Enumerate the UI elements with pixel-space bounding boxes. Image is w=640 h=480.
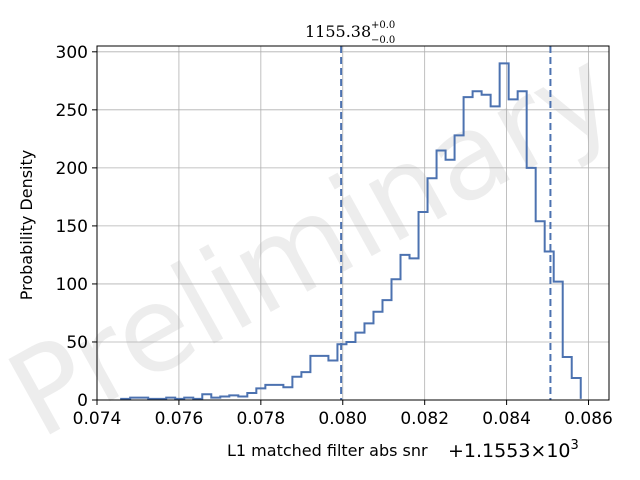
- axes-frame: [96, 45, 610, 401]
- x-tick-label: 0.084: [482, 409, 531, 429]
- y-axis-label: Probability Density: [17, 150, 36, 301]
- x-axis-label: L1 matched filter abs snr: [227, 441, 428, 460]
- y-tick-labels: 0 50 100 150 200 250 300: [56, 43, 88, 411]
- grid: [96, 46, 609, 401]
- y-tick-label: 200: [56, 159, 88, 179]
- histogram-step-line: [120, 62, 582, 400]
- x-tick-label: 0.086: [564, 409, 613, 429]
- chart-title: 1155.38: [305, 22, 371, 41]
- y-tick-label: 0: [77, 391, 88, 411]
- x-tick-label: 0.078: [237, 409, 286, 429]
- ticks: [92, 51, 590, 405]
- y-tick-label: 150: [56, 217, 88, 237]
- y-tick-label: 300: [56, 43, 88, 63]
- y-tick-label: 250: [56, 101, 88, 121]
- x-tick-label: 0.074: [73, 409, 122, 429]
- x-tick-labels: 0.074 0.076 0.078 0.080 0.082 0.084 0.086: [73, 409, 613, 429]
- y-tick-label: 50: [66, 333, 88, 353]
- x-tick-label: 0.076: [155, 409, 204, 429]
- quantile-lines: [340, 46, 552, 400]
- chart-title-sup: +0.0: [371, 20, 395, 31]
- x-tick-label: 0.080: [318, 409, 367, 429]
- y-tick-label: 100: [56, 275, 88, 295]
- watermark-text: Preliminary: [0, 21, 636, 465]
- chart-title-sub: −0.0: [371, 35, 395, 46]
- x-offset-text: +1.1553×103: [448, 438, 579, 462]
- x-tick-label: 0.082: [400, 409, 449, 429]
